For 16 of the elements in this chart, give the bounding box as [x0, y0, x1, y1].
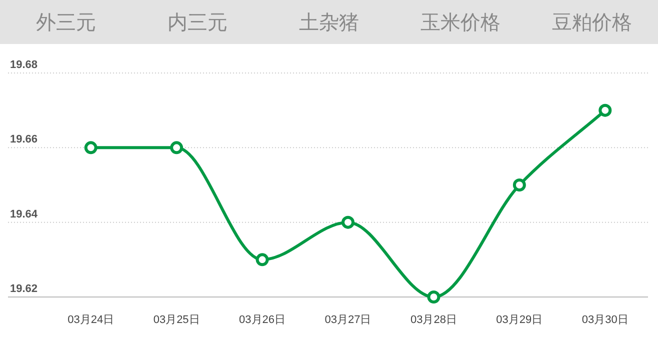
text: 土杂猪 [299, 12, 359, 34]
y-tick-label: 19.64 [10, 208, 38, 220]
y-tick-label: 19.62 [10, 283, 38, 295]
x-tick-label: 03月30日 [582, 314, 628, 326]
x-tick-label: 03月28日 [410, 314, 457, 326]
y-tick-label: 19.66 [10, 134, 38, 146]
text: 外三元 [36, 12, 96, 34]
x-tick-label: 03月26日 [239, 314, 286, 326]
text: 豆粕价格 [552, 12, 632, 34]
y-tick-label: 19.68 [10, 59, 38, 71]
text: 玉米价格 [420, 12, 501, 34]
x-tick-label: 03月27日 [324, 314, 372, 326]
x-tick-label: 03月29日 [496, 314, 543, 326]
x-tick-label: 03月25日 [153, 314, 200, 326]
text: 内三元 [167, 12, 228, 34]
x-tick-label: 03月24日 [68, 314, 114, 326]
